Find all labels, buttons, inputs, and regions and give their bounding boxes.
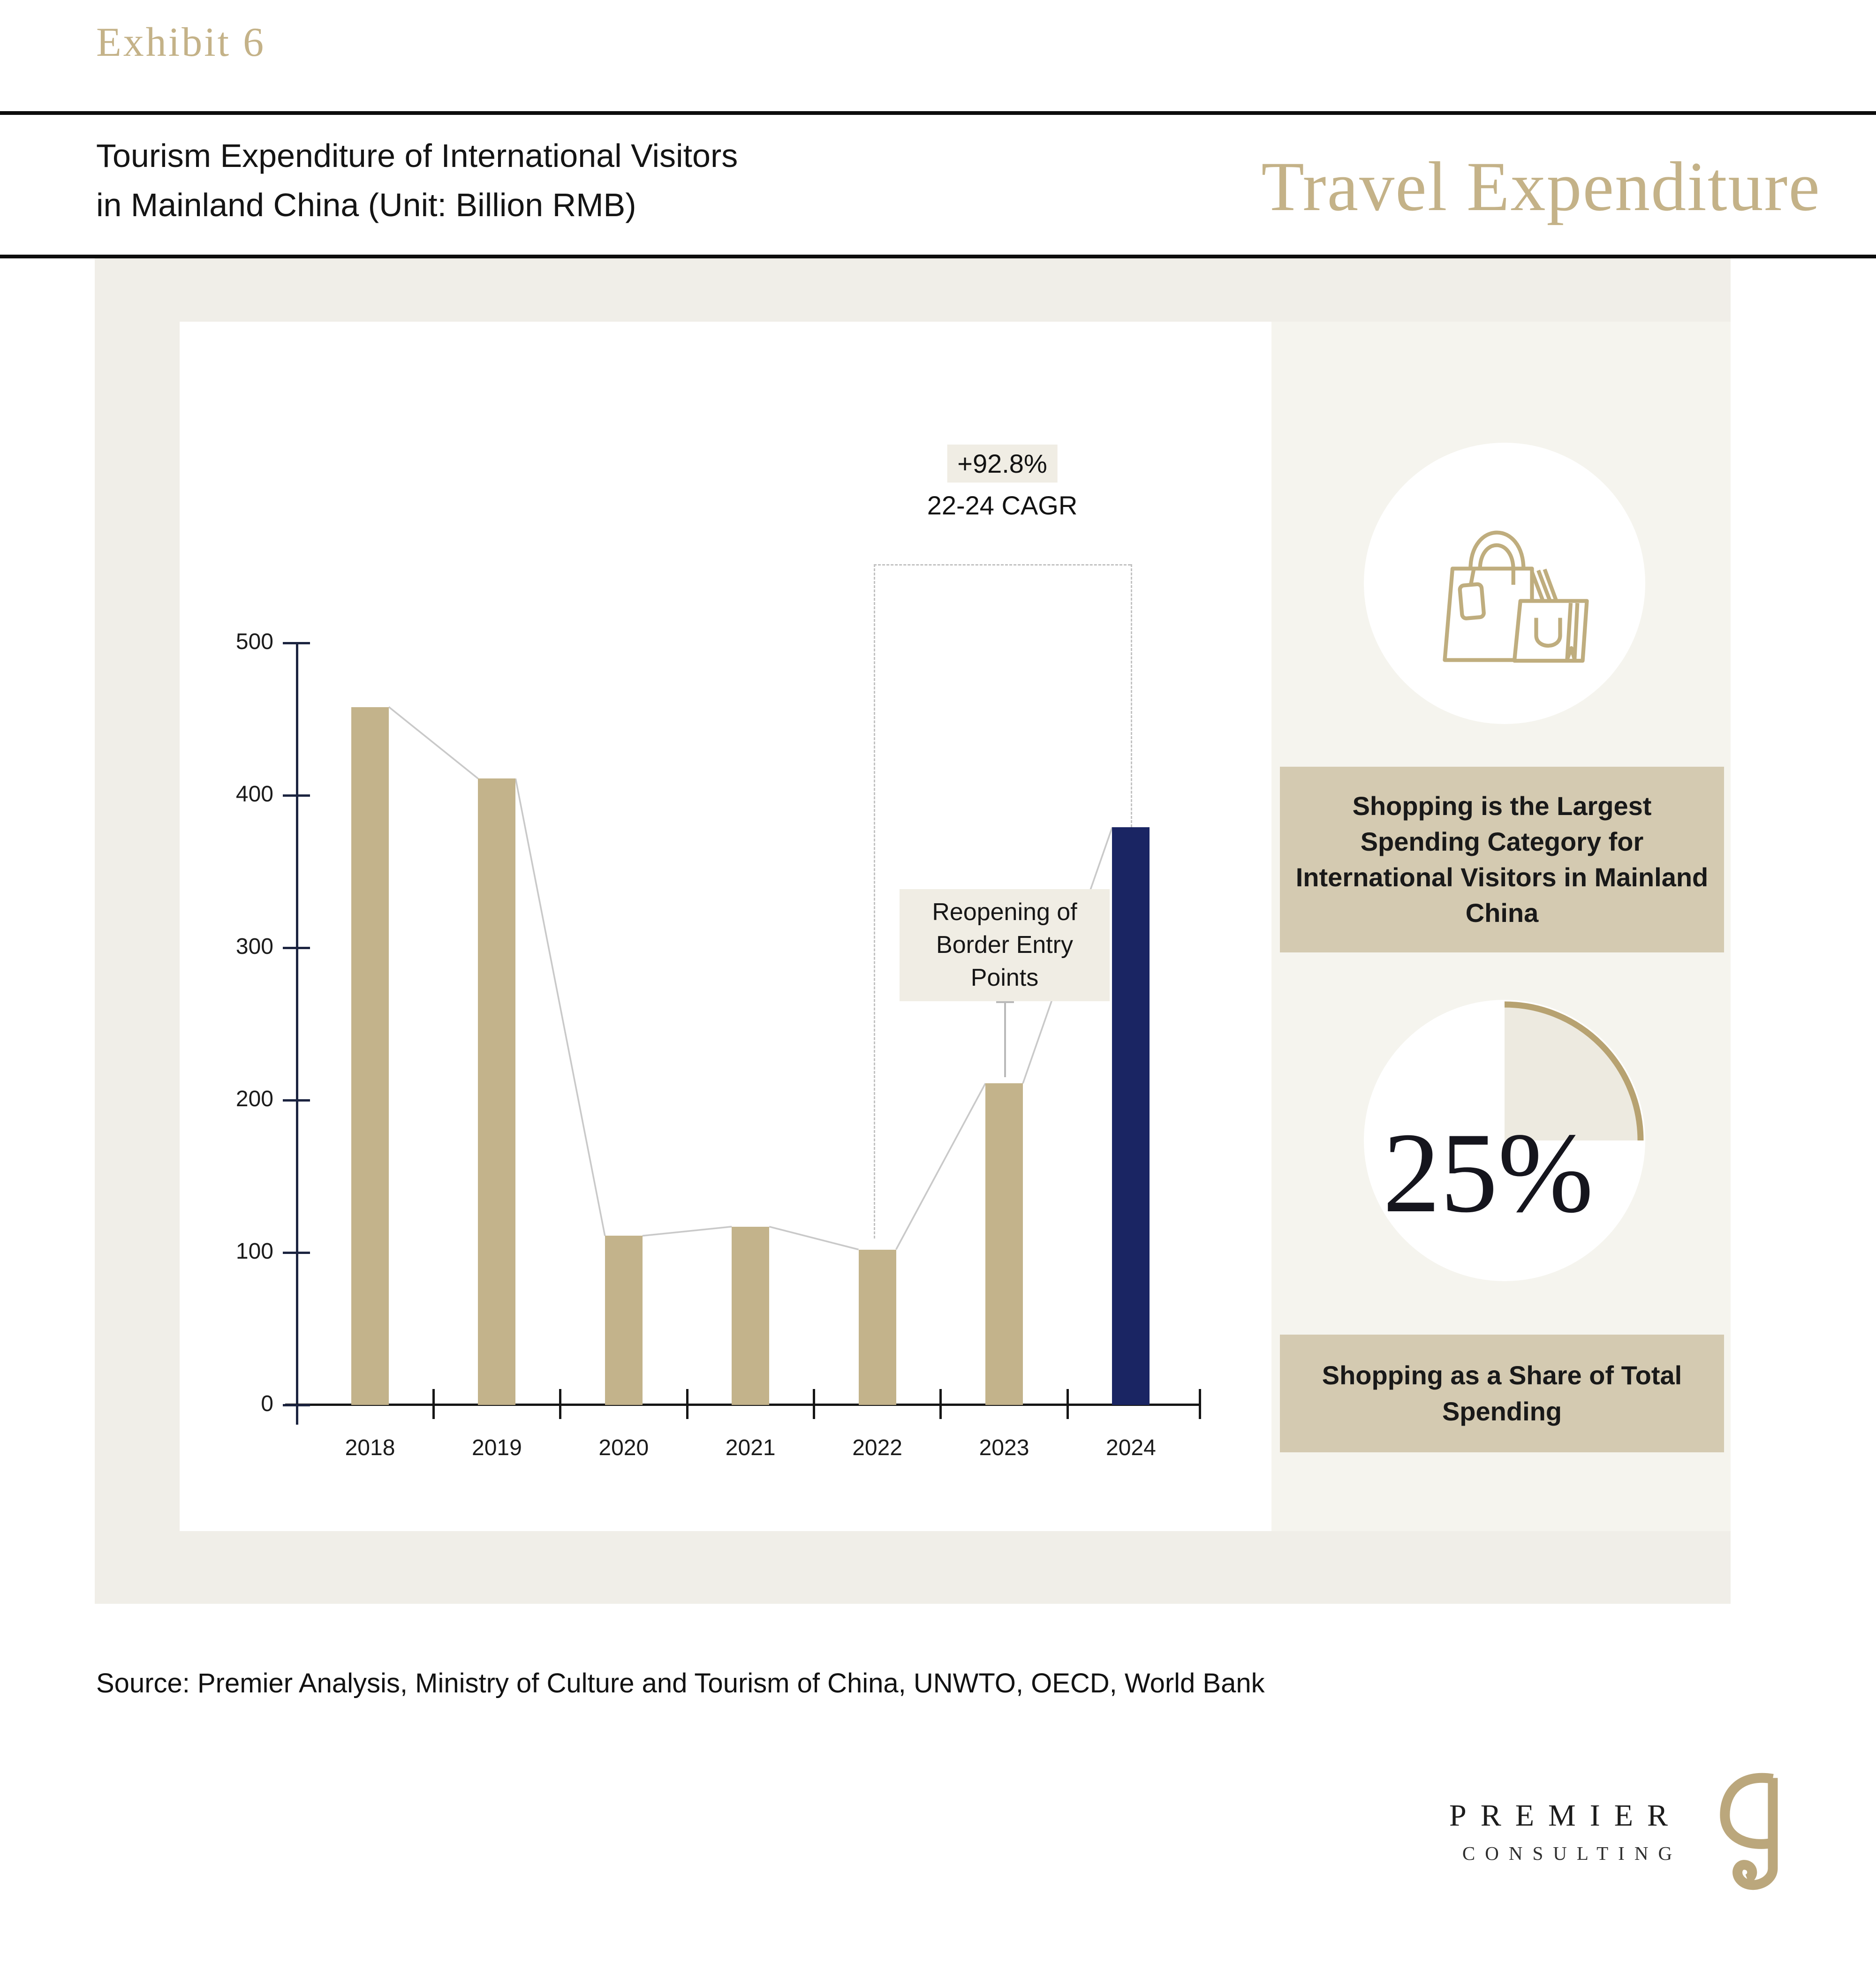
header-rule-bottom xyxy=(0,255,1876,258)
x-category-label: 2019 xyxy=(472,1435,522,1460)
exhibit-label: Exhibit 6 xyxy=(96,20,266,65)
bar-2021 xyxy=(732,1226,770,1405)
event-leader-line xyxy=(1004,1001,1006,1077)
sidebar-card-share-text: Shopping as a Share of Total Spending xyxy=(1322,1360,1682,1426)
quarter-pie-icon xyxy=(1504,1001,1644,1141)
x-tick xyxy=(686,1389,688,1419)
bar-2018 xyxy=(351,707,389,1405)
y-tick xyxy=(283,946,310,949)
page-title-line2: in Mainland China (Unit: Billion RMB) xyxy=(96,187,636,223)
x-category-label: 2020 xyxy=(598,1435,649,1460)
x-tick xyxy=(1066,1389,1069,1419)
bar-2022 xyxy=(858,1249,896,1405)
y-tick xyxy=(283,1251,310,1254)
sidebar-card-share: Shopping as a Share of Total Spending xyxy=(1280,1335,1724,1452)
y-tick xyxy=(283,794,310,797)
bar-2019 xyxy=(478,778,516,1405)
cagr-annotation: +92.8% 22-24 CAGR xyxy=(927,445,1078,521)
sidebar-card-shopping-text: Shopping is the Largest Spending Categor… xyxy=(1295,791,1709,928)
y-tick-label: 0 xyxy=(261,1391,273,1416)
bar-chart: 0 100 200 300 400 500 2018 2019 2020 2021 2022 2023… xyxy=(180,322,1271,1531)
sidebar: Shopping is the Largest Spending Categor… xyxy=(1271,322,1731,1531)
x-category-label: 2023 xyxy=(979,1435,1029,1460)
x-tick xyxy=(939,1389,942,1419)
x-category-label: 2024 xyxy=(1106,1435,1156,1460)
cagr-bracket-right xyxy=(1131,564,1132,827)
shopping-bags-icon xyxy=(1443,530,1589,663)
cagr-value: +92.8% xyxy=(947,445,1058,483)
company-logo: PREMIER CONSULTING xyxy=(1449,1772,1783,1890)
x-category-label: 2021 xyxy=(725,1435,776,1460)
y-tick-label: 200 xyxy=(235,1087,273,1111)
share-stat-circle: 25% xyxy=(1364,1000,1645,1281)
bar-2023 xyxy=(985,1083,1023,1405)
y-tick-label: 400 xyxy=(235,782,273,807)
cagr-label: 22-24 CAGR xyxy=(927,491,1078,520)
y-tick-label: 300 xyxy=(235,934,273,959)
company-monogram-icon xyxy=(1720,1773,1778,1890)
x-tick xyxy=(812,1389,815,1419)
x-tick xyxy=(1199,1389,1201,1419)
x-tick xyxy=(432,1389,435,1419)
event-annotation: Reopening of Border Entry Points xyxy=(900,889,1110,1001)
page-title-line1: Tourism Expenditure of International Vis… xyxy=(96,137,738,174)
company-name: PREMIER xyxy=(1449,1798,1682,1833)
y-axis xyxy=(296,643,298,1425)
source-note: Source: Premier Analysis, Ministry of Cu… xyxy=(96,1668,1265,1699)
header-rule-top xyxy=(0,111,1876,115)
chart-card: 0 100 200 300 400 500 2018 2019 2020 2021 2022 2023… xyxy=(180,322,1271,1531)
x-tick xyxy=(559,1389,562,1419)
y-tick-label: 100 xyxy=(235,1239,273,1264)
x-category-label: 2022 xyxy=(852,1435,902,1460)
y-tick xyxy=(283,642,310,644)
sidebar-card-shopping: Shopping is the Largest Spending Categor… xyxy=(1280,767,1724,952)
company-subname: CONSULTING xyxy=(1462,1842,1682,1864)
y-tick xyxy=(283,1404,310,1406)
page-title: Tourism Expenditure of International Vis… xyxy=(96,131,738,230)
cagr-bracket-top xyxy=(874,564,1131,566)
x-category-label: 2018 xyxy=(345,1435,395,1460)
share-stat-value: 25% xyxy=(1383,1109,1594,1236)
y-tick-label: 500 xyxy=(235,629,273,654)
icon-circle xyxy=(1364,443,1645,724)
company-logo-text: PREMIER CONSULTING xyxy=(1449,1798,1682,1865)
content-panel: 0 100 200 300 400 500 2018 2019 2020 2021 2022 2023… xyxy=(95,258,1731,1604)
bar-2020 xyxy=(605,1236,643,1405)
y-tick xyxy=(283,1099,310,1102)
section-label: Travel Expenditure xyxy=(1261,148,1821,226)
cagr-bracket-left xyxy=(874,564,875,1238)
bar-2024 xyxy=(1112,827,1150,1405)
